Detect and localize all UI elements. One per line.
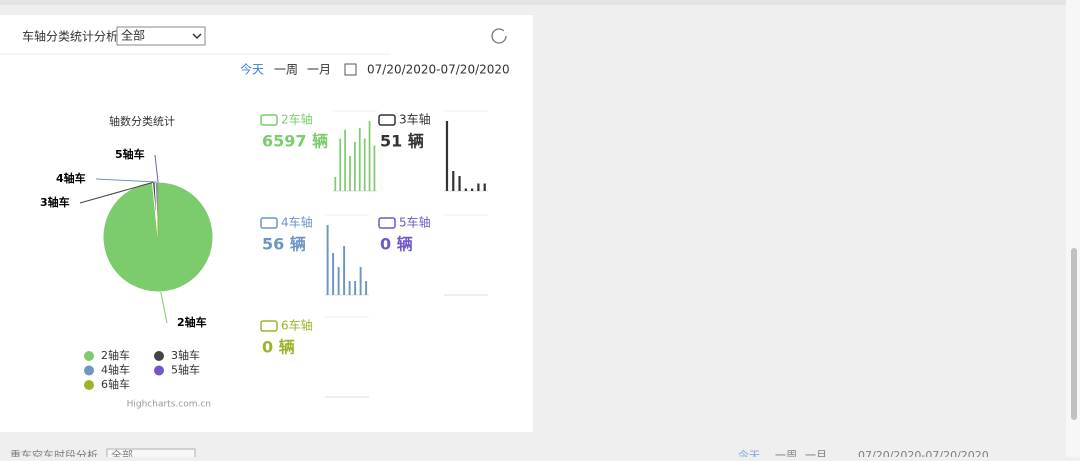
spark-bar [332,253,335,295]
spark-bar [354,142,356,191]
card-name: 5车轴 [399,215,431,230]
panel-title: 车轴分类统计分析 [22,29,118,44]
spark-bar [373,145,376,191]
date-range[interactable]: 07/20/2020-07/20/2020 [858,449,989,461]
legend-label: 6轴车 [101,377,130,391]
card-name: 4车轴 [281,215,313,230]
next-panel-title: 重车空车时段分析 [10,448,98,457]
legend-dot [84,380,94,390]
card-count: 0 辆 [262,338,295,357]
card-name: 3车轴 [399,112,431,127]
spark-bar [358,128,361,191]
spark-bar [349,156,351,191]
next-filter-value: 全部 [111,448,133,457]
label-connector [160,291,168,324]
filter-value: 全部 [121,28,145,43]
truck-icon [260,320,278,332]
spark-bar [339,138,342,191]
legend-label: 4轴车 [101,363,130,377]
tab[interactable]: 一周 [274,63,298,77]
filter-select[interactable] [116,26,206,46]
label-connector [154,154,159,183]
refresh-icon[interactable] [491,28,507,44]
spark-bar [452,171,455,191]
tab[interactable]: 今天 [738,448,760,461]
tab[interactable]: 一月 [307,63,331,77]
date-range[interactable]: 07/20/2020-07/20/2020 [367,63,510,77]
truck-icon [378,114,396,126]
spark-bar [348,281,351,295]
spark-bar [334,177,337,191]
spark-bar [464,188,467,191]
data-label: 2轴车 [177,315,207,329]
label-connector [95,178,157,183]
legend-label: 3轴车 [171,348,200,362]
spark-bar [365,281,368,295]
truck-icon [260,217,278,229]
truck-icon [260,114,278,126]
card-name: 2车轴 [281,112,313,127]
tab[interactable]: 一月 [805,449,827,461]
card-count: 0 辆 [380,235,413,254]
card-name: 6车轴 [281,318,313,333]
data-label: 3轴车 [40,195,70,209]
scroll-thumb[interactable] [1071,248,1077,420]
credit: Highcharts.com.cn [127,400,211,410]
truck-icon [378,217,396,229]
spark-bar [337,267,340,295]
card-count: 6597 辆 [262,132,328,151]
legend-label: 5轴车 [171,363,200,377]
spark-bar [483,183,486,191]
card-count: 51 辆 [380,132,424,151]
spark-bar [368,121,371,191]
spark-bar [445,121,449,191]
panel [0,15,533,432]
select-arrow [192,33,202,40]
spark-bar [343,246,346,295]
data-label: 5轴车 [115,147,145,161]
legend-dot [154,351,164,361]
spark-bar [458,176,461,191]
spark-bar [471,188,474,191]
legend-dot [154,365,164,376]
pie-title: 轴数分类统计 [109,114,175,128]
calendar-icon[interactable] [344,63,357,76]
legend-dot [84,351,94,361]
data-label: 4轴车 [56,171,86,185]
spark-bar [326,225,329,295]
legend-label: 2轴车 [101,348,130,362]
card-count: 56 辆 [262,235,306,254]
tab[interactable]: 今天 [240,62,264,77]
spark-bar [363,138,366,191]
legend-dot [84,365,94,376]
tab[interactable]: 一周 [775,449,797,461]
top-strip [0,0,1080,5]
spark-bar [477,183,480,191]
label-connector [79,181,154,204]
spark-bar [354,281,357,295]
spark-bar [344,129,346,191]
spark-bar [359,267,362,295]
